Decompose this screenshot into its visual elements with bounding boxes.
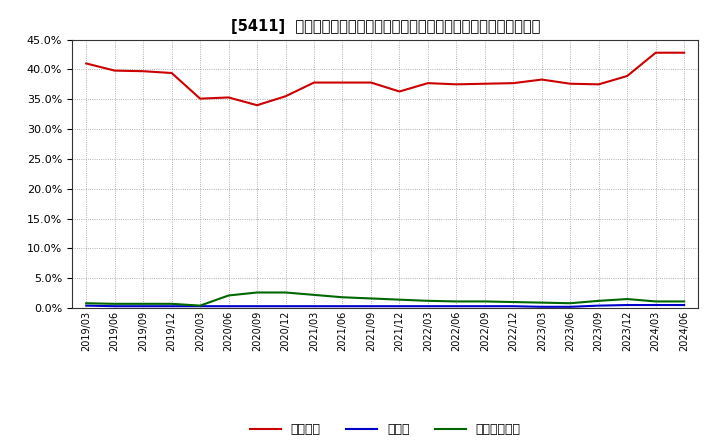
自己資本 xyxy=(253,103,261,108)
繰延税金資産 xyxy=(537,300,546,305)
のれん xyxy=(310,304,318,309)
繰延税金資産 xyxy=(110,301,119,307)
のれん xyxy=(537,304,546,309)
Line: 繰延税金資産: 繰延税金資産 xyxy=(86,293,684,306)
Legend: 自己資本, のれん, 繰延税金資産: 自己資本, のれん, 繰延税金資産 xyxy=(245,418,526,440)
のれん xyxy=(366,304,375,309)
自己資本 xyxy=(225,95,233,100)
自己資本 xyxy=(566,81,575,86)
繰延税金資産 xyxy=(139,301,148,307)
自己資本 xyxy=(167,70,176,76)
のれん xyxy=(82,303,91,308)
自己資本 xyxy=(82,61,91,66)
のれん xyxy=(196,304,204,309)
繰延税金資産 xyxy=(310,292,318,297)
のれん xyxy=(680,302,688,308)
繰延税金資産 xyxy=(253,290,261,295)
繰延税金資産 xyxy=(509,299,518,304)
自己資本 xyxy=(310,80,318,85)
自己資本 xyxy=(196,96,204,101)
繰延税金資産 xyxy=(566,301,575,306)
自己資本 xyxy=(452,82,461,87)
繰延税金資産 xyxy=(680,299,688,304)
自己資本 xyxy=(509,81,518,86)
のれん xyxy=(652,302,660,308)
自己資本 xyxy=(395,89,404,94)
繰延税金資産 xyxy=(595,298,603,304)
自己資本 xyxy=(623,73,631,79)
のれん xyxy=(167,304,176,309)
繰延税金資産 xyxy=(167,301,176,307)
繰延税金資産 xyxy=(366,296,375,301)
自己資本 xyxy=(595,82,603,87)
Title: [5411]  自己資本、のれん、繰延税金資産の総資産に対する比率の推移: [5411] 自己資本、のれん、繰延税金資産の総資産に対する比率の推移 xyxy=(230,19,540,34)
繰延税金資産 xyxy=(82,301,91,306)
繰延税金資産 xyxy=(196,303,204,308)
繰延税金資産 xyxy=(282,290,290,295)
のれん xyxy=(480,304,489,309)
のれん xyxy=(395,304,404,309)
のれん xyxy=(623,302,631,308)
自己資本 xyxy=(110,68,119,73)
のれん xyxy=(282,304,290,309)
自己資本 xyxy=(680,50,688,55)
のれん xyxy=(253,304,261,309)
Line: のれん: のれん xyxy=(86,305,684,307)
繰延税金資産 xyxy=(480,299,489,304)
繰延税金資産 xyxy=(423,298,432,304)
繰延税金資産 xyxy=(452,299,461,304)
自己資本 xyxy=(537,77,546,82)
自己資本 xyxy=(423,81,432,86)
のれん xyxy=(452,304,461,309)
のれん xyxy=(595,303,603,308)
自己資本 xyxy=(282,94,290,99)
自己資本 xyxy=(652,50,660,55)
繰延税金資産 xyxy=(652,299,660,304)
繰延税金資産 xyxy=(225,293,233,298)
Line: 自己資本: 自己資本 xyxy=(86,53,684,105)
のれん xyxy=(225,304,233,309)
自己資本 xyxy=(480,81,489,86)
自己資本 xyxy=(139,69,148,74)
繰延税金資産 xyxy=(338,295,347,300)
のれん xyxy=(139,304,148,309)
のれん xyxy=(338,304,347,309)
繰延税金資産 xyxy=(395,297,404,302)
自己資本 xyxy=(338,80,347,85)
自己資本 xyxy=(366,80,375,85)
のれん xyxy=(509,304,518,309)
繰延税金資産 xyxy=(623,297,631,302)
のれん xyxy=(110,304,119,309)
のれん xyxy=(566,304,575,309)
のれん xyxy=(423,304,432,309)
